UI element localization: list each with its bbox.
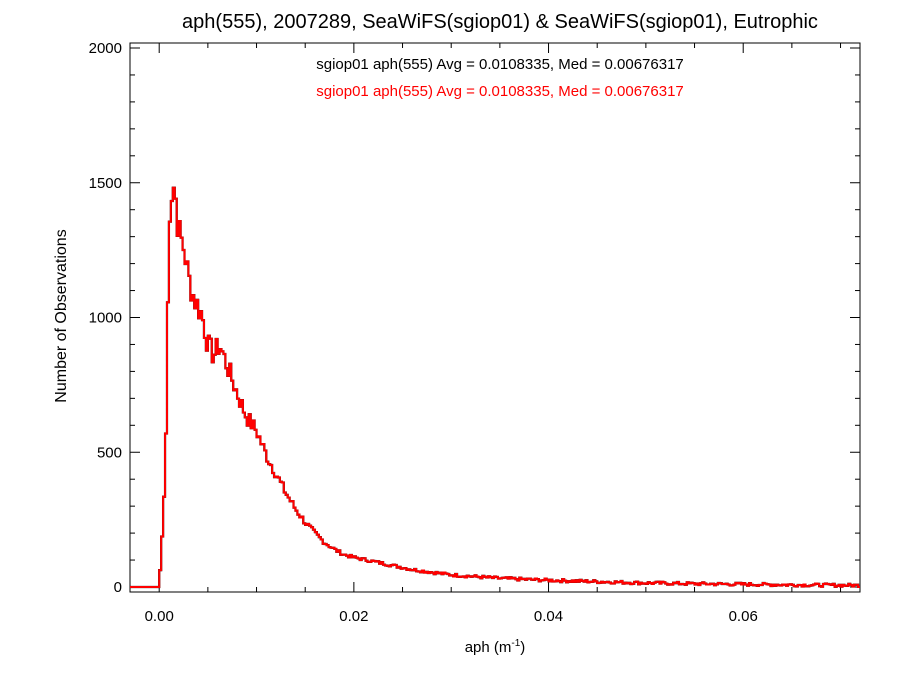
- x-tick-label: 0.04: [534, 608, 563, 625]
- plot-frame: [129, 42, 861, 593]
- plot-border: [129, 42, 861, 593]
- y-axis-label: Number of Observations: [53, 229, 70, 402]
- x-axis-label: aph (m-1): [465, 638, 526, 656]
- axis-tick-labels: 0.00 0.02 0.04 0.06 0 500 1000 1500 2000: [89, 40, 758, 625]
- x-tick-label: 0.02: [339, 608, 368, 625]
- y-tick-label: 500: [97, 444, 122, 461]
- histogram-series: [130, 186, 860, 589]
- x-axis-label-superscript: -1: [511, 638, 520, 649]
- x-axis-label-main: aph (m: [465, 639, 512, 656]
- x-tick-label: 0.06: [729, 608, 758, 625]
- annotation-red: sgiop01 aph(555) Avg = 0.0108335, Med = …: [316, 83, 684, 100]
- y-tick-label: 1500: [89, 175, 122, 192]
- chart-title: aph(555), 2007289, SeaWiFS(sgiop01) & Se…: [182, 11, 818, 33]
- y-tick-label: 0: [114, 579, 122, 596]
- histogram-line-2: [130, 186, 860, 588]
- annotation-black: sgiop01 aph(555) Avg = 0.0108335, Med = …: [316, 56, 684, 73]
- histogram-line-1: [130, 186, 860, 589]
- x-tick-label: 0.00: [145, 608, 174, 625]
- y-tick-label: 1000: [89, 310, 122, 327]
- axis-ticks: [130, 43, 860, 592]
- y-tick-label: 2000: [89, 40, 122, 57]
- x-axis-label-close: ): [520, 639, 525, 656]
